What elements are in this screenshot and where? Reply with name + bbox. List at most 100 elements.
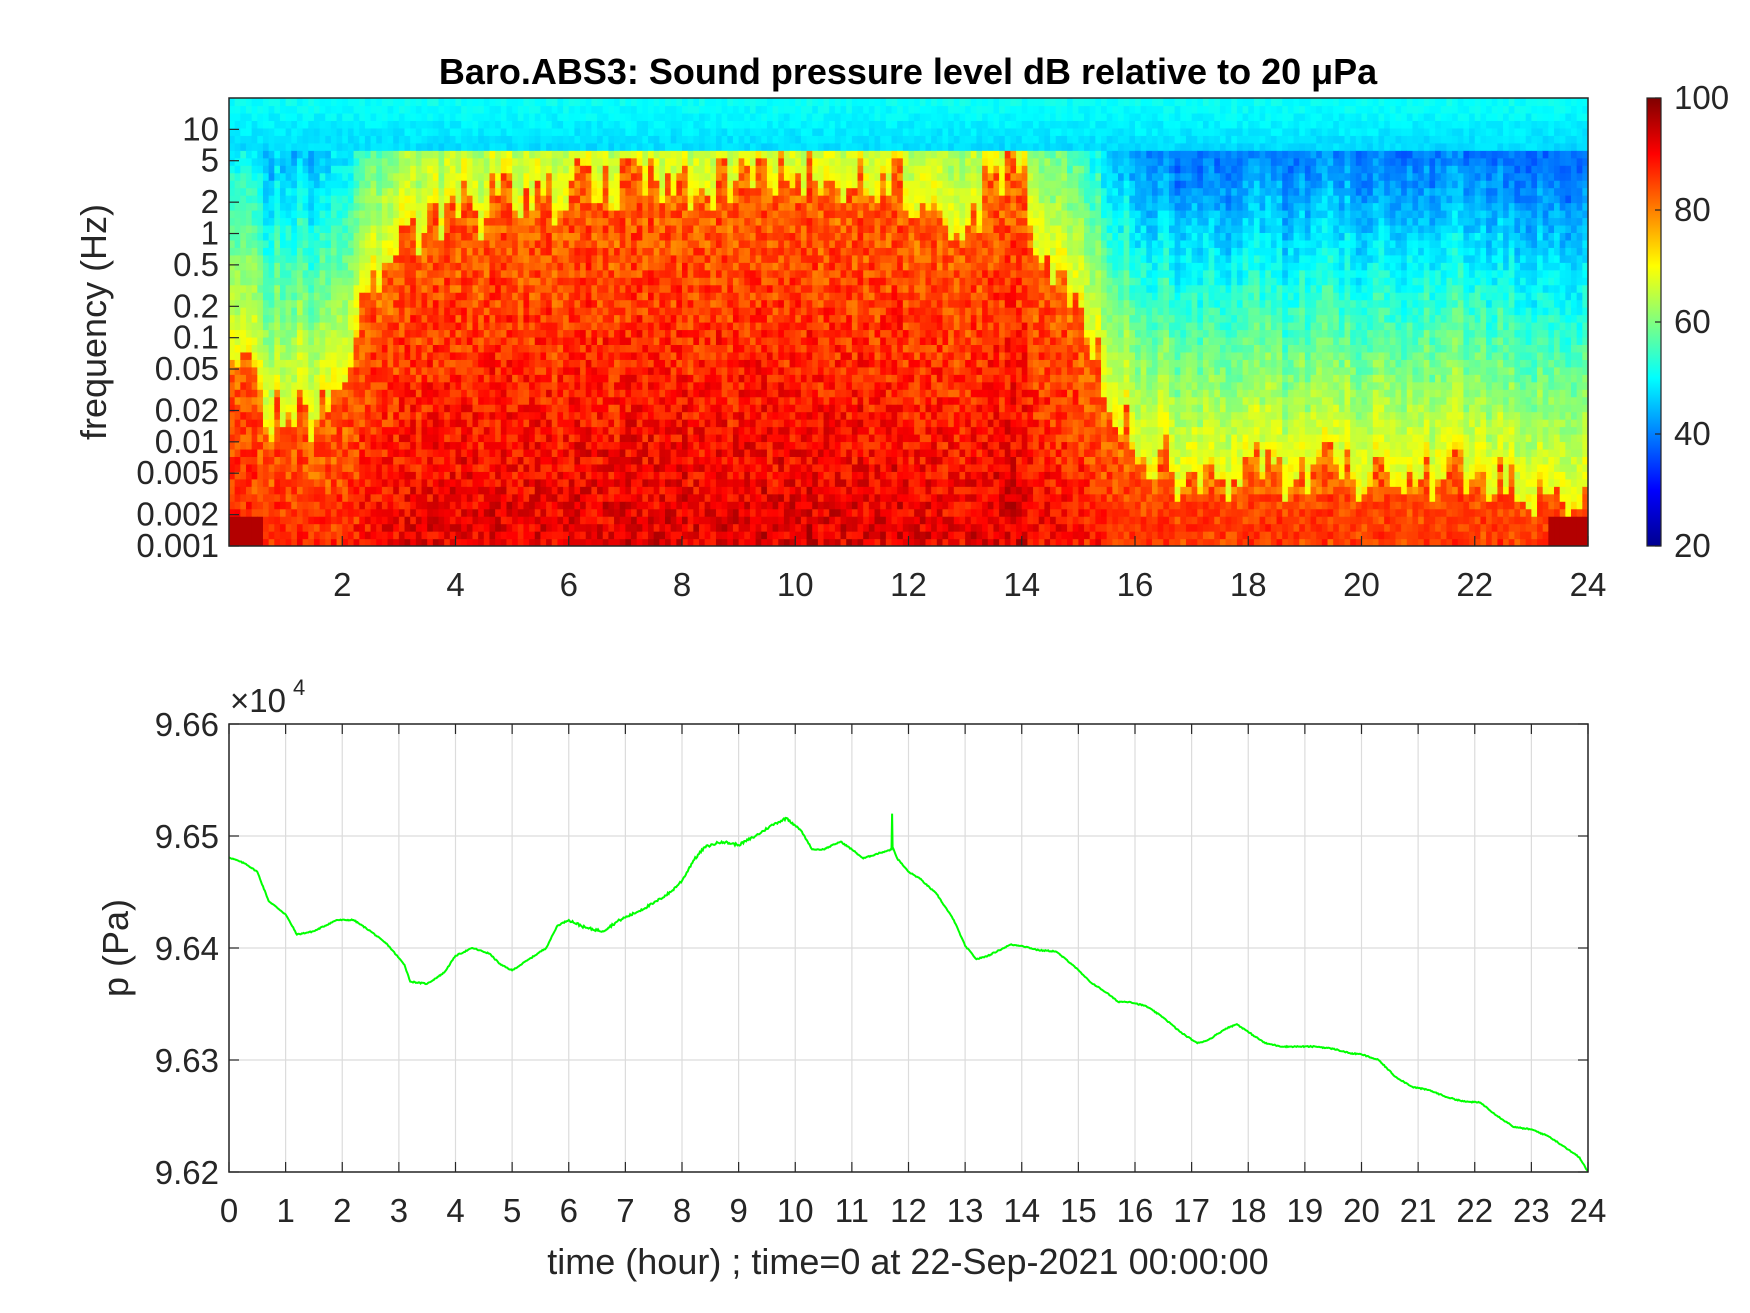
spectrogram-cell xyxy=(472,336,479,345)
spectrogram-cell xyxy=(540,142,547,151)
spectrogram-cell xyxy=(336,463,343,472)
spectrogram-cell xyxy=(670,456,677,465)
spectrogram-cell xyxy=(415,493,423,502)
spectrogram-cell xyxy=(495,202,502,211)
spectrogram-cell xyxy=(517,486,525,495)
spectrogram-cell xyxy=(325,486,332,495)
spectrogram-cell xyxy=(421,135,428,144)
spectrogram-cell xyxy=(687,374,694,383)
spectrogram-cell xyxy=(268,366,275,375)
spectrogram-cell xyxy=(682,441,689,450)
spectrogram-cell xyxy=(648,120,655,129)
spectrogram-cell xyxy=(308,127,315,136)
spectrogram-cell xyxy=(625,217,632,226)
spectrogram-cell xyxy=(455,292,462,301)
spectrogram-cell xyxy=(602,531,609,540)
spectrogram-cell xyxy=(364,478,372,487)
spectrogram-cell xyxy=(234,195,241,204)
spectrogram-cell xyxy=(506,247,513,256)
spectrogram-cell xyxy=(330,322,338,331)
spectrogram-cell xyxy=(659,180,666,189)
spectrogram-cell xyxy=(517,351,525,360)
spectrogram-cell xyxy=(229,165,236,174)
spectrogram-cell xyxy=(642,448,649,457)
spectrogram-cell xyxy=(387,531,394,540)
spectrogram-cell xyxy=(245,210,253,219)
spectrogram-cell xyxy=(682,411,689,420)
spectrogram-cell xyxy=(483,516,491,525)
spectrogram-cell xyxy=(432,239,440,248)
spectrogram-cell xyxy=(449,336,457,345)
spectrogram-cell xyxy=(585,471,592,480)
spectrogram-cell xyxy=(455,344,462,353)
spectrogram-cell xyxy=(631,210,638,219)
spectrogram-cell xyxy=(376,254,383,263)
spectrogram-cell xyxy=(631,374,638,383)
spectrogram-cell xyxy=(602,366,609,375)
spectrogram-cell xyxy=(285,396,292,405)
spectrogram-cell xyxy=(523,381,530,390)
spectrogram-cell xyxy=(274,336,281,345)
spectrogram-cell xyxy=(625,366,632,375)
spectrogram-cell xyxy=(251,478,258,487)
spectrogram-cell xyxy=(523,441,530,450)
spectrogram-cell xyxy=(642,314,649,323)
spectrogram-cell xyxy=(665,463,672,472)
spectrogram-cell xyxy=(421,336,428,345)
spectrogram-cell xyxy=(523,501,530,510)
spectrogram-cell xyxy=(268,127,275,136)
spectrogram-cell xyxy=(455,508,462,517)
spectrogram-cell xyxy=(648,359,655,368)
spectrogram-cell xyxy=(330,195,338,204)
spectrogram-cell xyxy=(625,299,632,308)
spectrogram-cell xyxy=(319,247,326,256)
spectrogram-cell xyxy=(495,277,502,286)
spectrogram-cell xyxy=(421,299,428,308)
spectrogram-cell xyxy=(478,224,485,233)
spectrogram-cell xyxy=(585,269,592,278)
spectrogram-cell xyxy=(608,322,615,331)
spectrogram-cell xyxy=(500,224,508,233)
spectrogram-cell xyxy=(370,195,377,204)
spectrogram-cell xyxy=(393,307,400,316)
spectrogram-cell xyxy=(251,172,258,181)
spectrogram-cell xyxy=(591,396,598,405)
spectrogram-cell xyxy=(585,351,592,360)
spectrogram-cell xyxy=(693,157,700,166)
spectrogram-cell xyxy=(347,441,355,450)
spectrogram-cell xyxy=(410,210,417,219)
spectrogram-cell xyxy=(483,508,491,517)
spectrogram-cell xyxy=(506,299,513,308)
spectrogram-cell xyxy=(313,329,321,338)
spectrogram-cell xyxy=(376,508,383,517)
spectrogram-cell xyxy=(489,366,496,375)
spectrogram-cell xyxy=(279,486,287,495)
spectrogram-cell xyxy=(529,493,536,502)
spectrogram-cell xyxy=(585,157,592,166)
spectrogram-cell xyxy=(274,501,281,510)
spectrogram-cell xyxy=(636,322,643,331)
spectrogram-cell xyxy=(302,135,309,144)
spectrogram-cell xyxy=(359,157,366,166)
spectrogram-cell xyxy=(568,247,576,256)
spectrogram-cell xyxy=(410,247,417,256)
spectrogram-cell xyxy=(676,142,683,151)
spectrogram-cell xyxy=(296,448,304,457)
spectrogram-cell xyxy=(353,284,360,293)
spectrogram-cell xyxy=(347,239,355,248)
spectrogram-cell xyxy=(274,247,281,256)
spectrogram-cell xyxy=(540,247,547,256)
spectrogram-cell xyxy=(302,374,309,383)
spectrogram-cell xyxy=(330,307,338,316)
spectrogram-cell xyxy=(313,411,321,420)
spectrogram-cell xyxy=(580,493,587,502)
spectrogram-cell xyxy=(251,262,258,271)
spectrogram-cell xyxy=(330,344,338,353)
spectrogram-cell xyxy=(415,538,423,546)
spectrogram-cell xyxy=(506,165,513,174)
spectrogram-cell xyxy=(449,314,457,323)
spectrogram-cell xyxy=(245,105,253,114)
spectrogram-cell xyxy=(517,239,525,248)
spectrogram-cell xyxy=(608,493,615,502)
spectrogram-cell xyxy=(432,493,440,502)
